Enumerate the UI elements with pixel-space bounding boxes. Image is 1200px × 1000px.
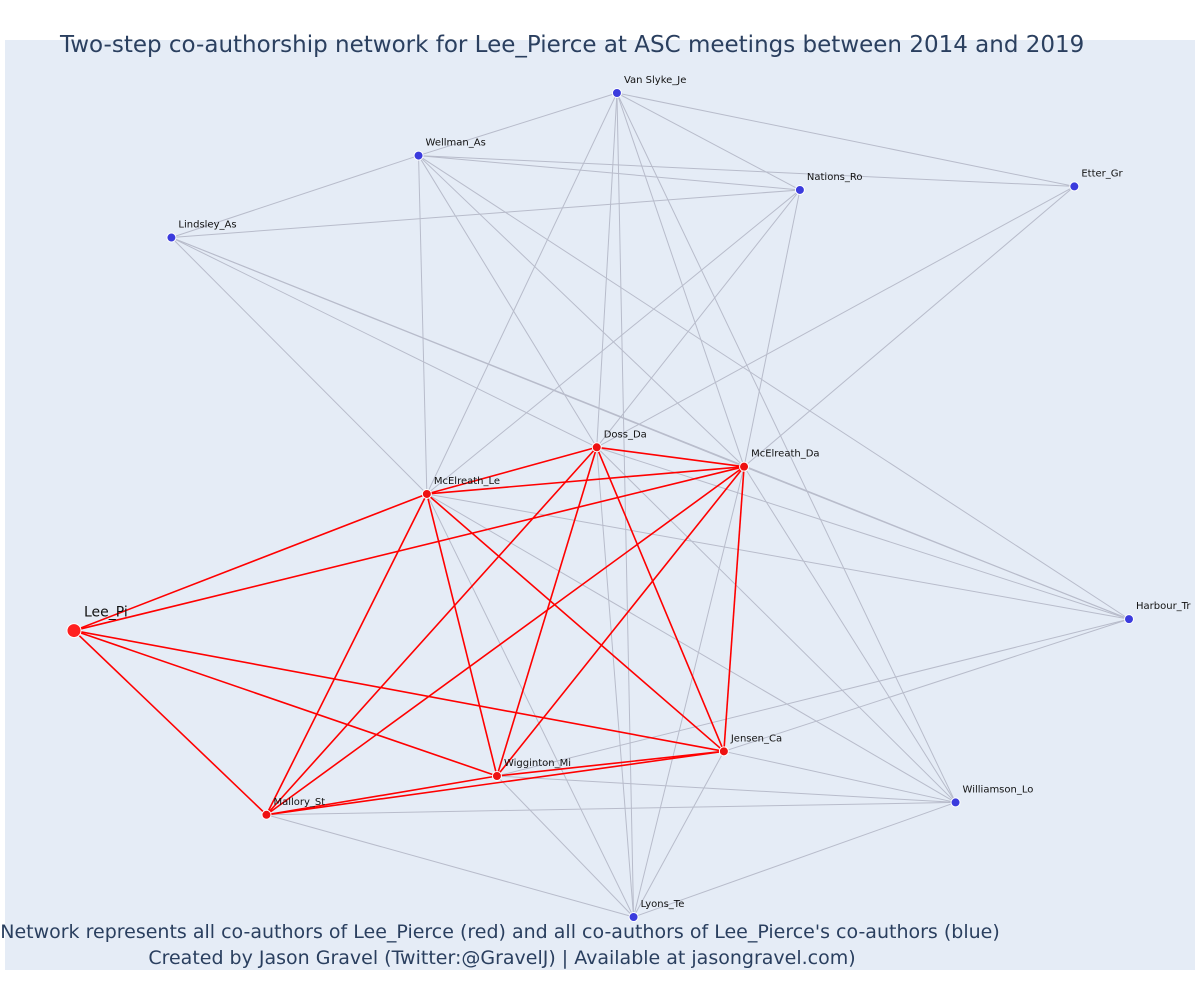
edge-wellman-as-etter-gr — [418, 155, 1075, 187]
edge-wellman-as-nations-ro — [418, 155, 800, 191]
node-mcelreath-le — [421, 488, 432, 499]
edge-wellman-as-doss-da — [418, 155, 598, 448]
node-label-doss-da: Doss_Da — [604, 429, 647, 440]
edge-mcelreath-le-mallory-st — [265, 493, 428, 816]
node-label-harbour-tr: Harbour_Tr — [1136, 601, 1191, 612]
edge-mcelreath-da-wigginton-mi — [496, 466, 745, 777]
second-step-edges — [171, 92, 1130, 918]
edge-van-slyke-je-mcelreath-da — [616, 92, 745, 467]
edge-lee-pi-jensen-ca — [73, 629, 725, 753]
edge-williamson-lo-mallory-st — [266, 801, 956, 816]
network-nodes — [66, 88, 1134, 922]
edge-van-slyke-je-mcelreath-le — [426, 92, 618, 495]
edge-lindsley-as-nations-ro — [171, 189, 800, 239]
node-lee-pi — [66, 623, 82, 639]
edge-lindsley-as-doss-da — [171, 237, 597, 448]
node-doss-da — [591, 442, 602, 453]
node-label-jensen-ca: Jensen_Ca — [730, 733, 782, 744]
edge-jensen-ca-mallory-st — [266, 750, 724, 816]
edge-mcelreath-da-jensen-ca — [723, 466, 745, 752]
edge-lyons-te-jensen-ca — [633, 751, 725, 918]
plot-background — [5, 40, 1195, 970]
node-label-lee-pi: Lee_Pi — [84, 605, 128, 621]
edge-mcelreath-le-jensen-ca — [426, 493, 725, 752]
node-lyons-te — [628, 912, 639, 922]
edge-williamson-lo-doss-da — [596, 446, 956, 803]
edge-lyons-te-mcelreath-da — [633, 466, 745, 918]
edge-doss-da-mallory-st — [265, 446, 598, 816]
chart-title: Two-step co-authorship network for Lee_P… — [59, 32, 1084, 58]
edge-williamson-lo-lyons-te — [633, 801, 956, 918]
node-label-lindsley-as: Lindsley_As — [178, 220, 236, 231]
edge-lyons-te-mcelreath-le — [426, 493, 635, 918]
node-etter-gr — [1069, 181, 1080, 192]
edge-van-slyke-je-doss-da — [596, 92, 618, 448]
edge-harbour-tr-wigginton-mi — [496, 618, 1130, 777]
node-nations-ro — [794, 184, 805, 195]
edge-lee-pi-mcelreath-le — [73, 493, 428, 632]
edge-nations-ro-mcelreath-le — [426, 189, 801, 495]
edge-williamson-lo-mcelreath-da — [743, 466, 956, 803]
edge-wellman-as-mcelreath-le — [418, 155, 428, 494]
edge-lyons-te-mallory-st — [266, 814, 634, 918]
edge-nations-ro-doss-da — [596, 189, 801, 448]
edge-harbour-tr-doss-da — [596, 446, 1130, 620]
edge-van-slyke-je-williamson-lo — [616, 92, 956, 803]
edge-van-slyke-je-wellman-as — [418, 92, 618, 157]
edge-harbour-tr-jensen-ca — [723, 618, 1130, 752]
edge-etter-gr-doss-da — [596, 185, 1075, 448]
coauthor-edges — [73, 446, 745, 816]
node-label-etter-gr: Etter_Gr — [1081, 168, 1123, 179]
edge-williamson-lo-jensen-ca — [723, 750, 956, 803]
node-label-mallory-st: Mallory_St — [273, 797, 325, 808]
edge-etter-gr-mcelreath-da — [743, 186, 1075, 468]
node-label-lyons-te: Lyons_Te — [641, 899, 685, 910]
edge-nations-ro-mcelreath-da — [743, 189, 801, 467]
edge-van-slyke-je-etter-gr — [616, 92, 1075, 187]
edge-lyons-te-wigginton-mi — [496, 775, 634, 918]
edge-williamson-lo-wigginton-mi — [496, 775, 956, 803]
edge-wigginton-mi-mallory-st — [266, 775, 498, 816]
node-williamson-lo — [950, 797, 961, 808]
node-label-wellman-as: Wellman_As — [426, 138, 486, 149]
edge-doss-da-wigginton-mi — [496, 447, 598, 777]
node-label-mcelreath-da: McElreath_Da — [751, 449, 819, 460]
node-label-van-slyke-je: Van Slyke_Je — [624, 75, 686, 86]
node-harbour-tr — [1124, 614, 1134, 625]
caption-line-1: Network represents all co-authors of Lee… — [0, 921, 1000, 943]
edge-wellman-as-harbour-tr — [418, 155, 1130, 620]
node-wellman-as — [413, 150, 424, 161]
edge-lyons-te-doss-da — [596, 447, 635, 918]
edge-mcelreath-le-doss-da — [426, 446, 597, 495]
node-label-wigginton-mi: Wigginton_Mi — [504, 758, 571, 769]
edge-lee-pi-mallory-st — [73, 630, 268, 816]
edge-van-slyke-je-nations-ro — [616, 92, 801, 191]
edge-williamson-lo-mcelreath-le — [426, 493, 956, 803]
edge-lee-pi-wigginton-mi — [73, 629, 498, 777]
edge-van-slyke-je-lyons-te — [616, 92, 635, 918]
edge-doss-da-mcelreath-da — [596, 446, 745, 468]
edge-lindsley-as-mcelreath-le — [171, 237, 428, 495]
node-labels: Lee_Pi McElreath_Le Doss_Da McElreath_Da Jen… — [84, 75, 1191, 910]
edge-wellman-as-mcelreath-da — [418, 155, 745, 468]
node-jensen-ca — [718, 746, 729, 757]
node-van-slyke-je — [611, 88, 622, 98]
node-mallory-st — [261, 809, 272, 820]
edge-mcelreath-le-mcelreath-da — [426, 465, 745, 495]
node-mcelreath-da — [739, 461, 750, 472]
caption-line-2: Created by Jason Gravel (Twitter:@Gravel… — [148, 947, 855, 969]
node-lindsley-as — [166, 232, 177, 243]
edge-mcelreath-da-mallory-st — [265, 466, 745, 816]
node-label-mcelreath-le: McElreath_Le — [434, 476, 500, 487]
edge-mcelreath-le-wigginton-mi — [426, 493, 498, 777]
edge-lee-pi-mcelreath-da — [73, 465, 745, 632]
node-wigginton-mi — [491, 770, 502, 781]
edge-wellman-as-lindsley-as — [171, 155, 419, 239]
edge-harbour-tr-mcelreath-da — [743, 466, 1130, 620]
edge-jensen-ca-wigginton-mi — [496, 750, 724, 777]
edge-doss-da-jensen-ca — [596, 446, 725, 752]
node-label-williamson-lo: Williamson_Lo — [963, 784, 1034, 795]
node-label-nations-ro: Nations_Ro — [807, 172, 863, 183]
